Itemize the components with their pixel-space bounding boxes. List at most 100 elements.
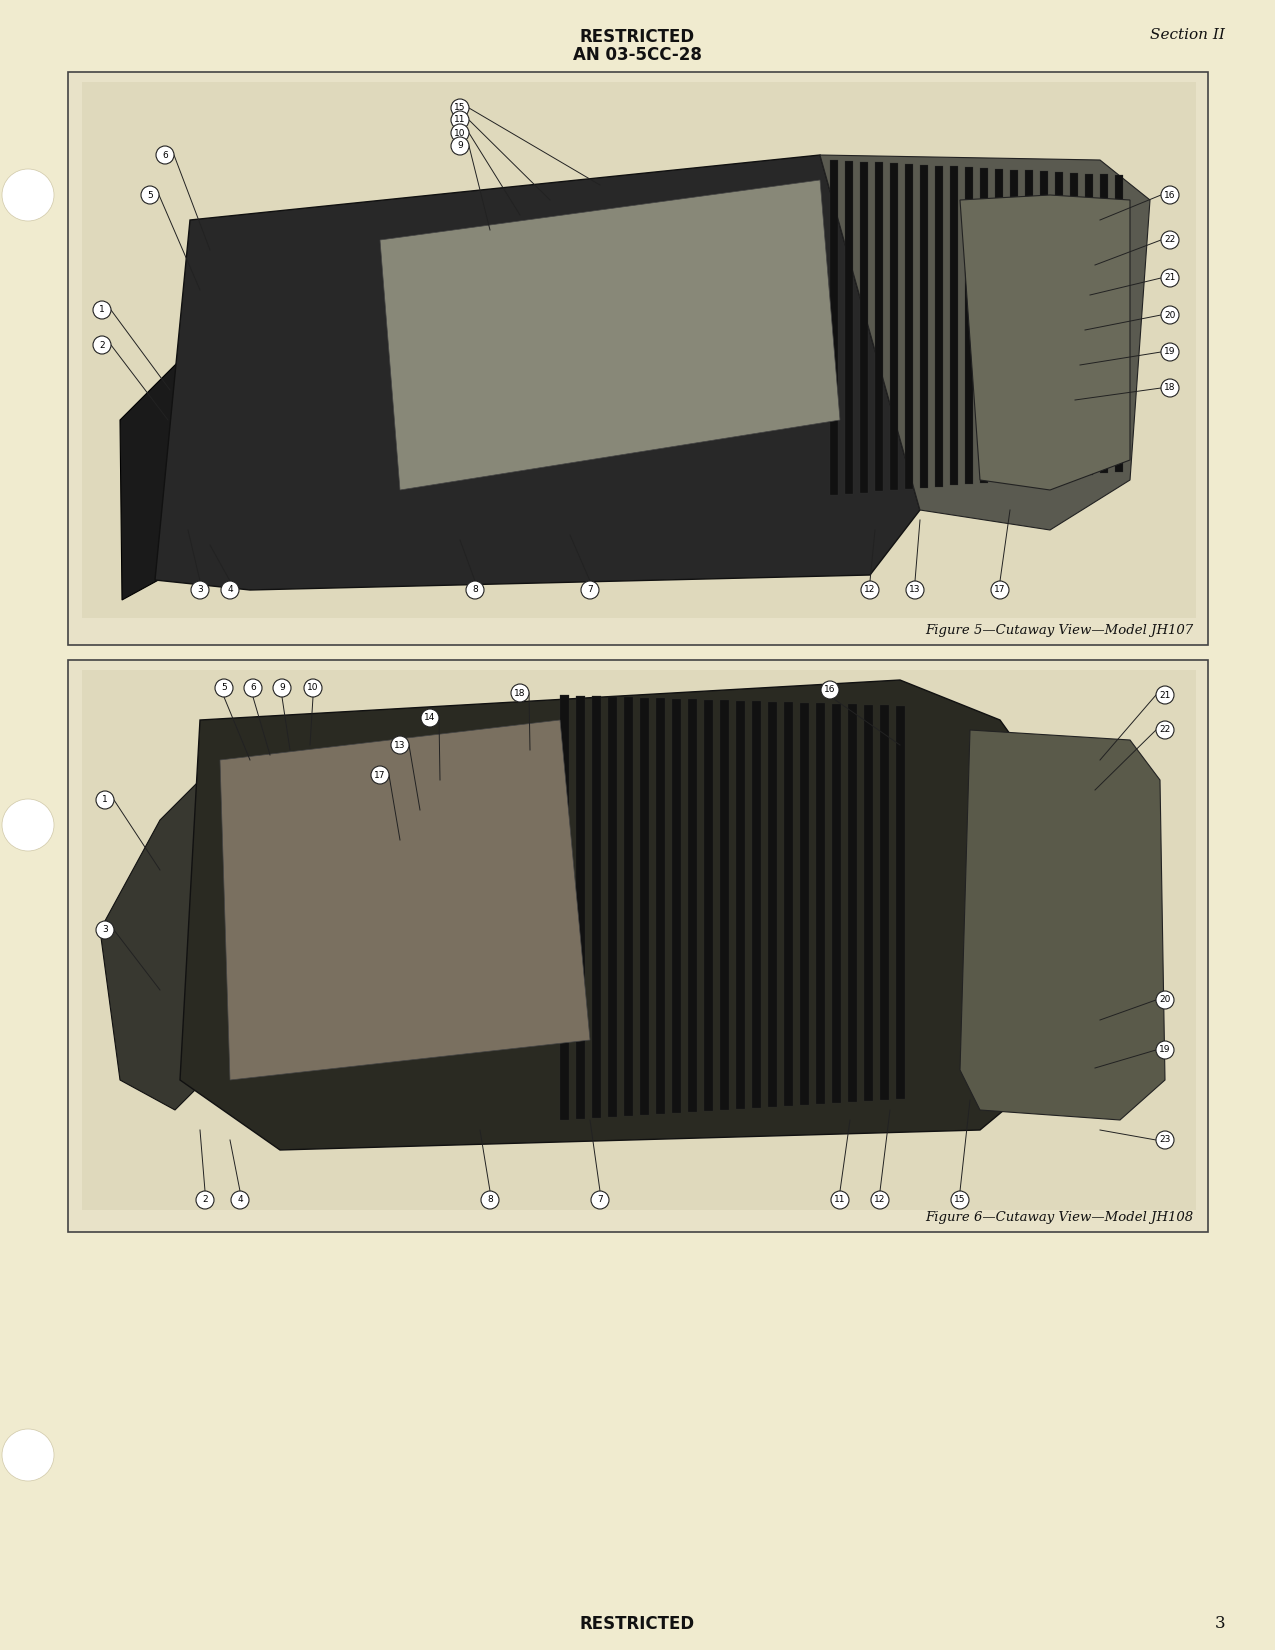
Circle shape	[1162, 231, 1179, 249]
Text: 12: 12	[875, 1196, 886, 1204]
Bar	[965, 167, 973, 483]
Polygon shape	[960, 729, 1165, 1120]
Text: 3: 3	[1214, 1615, 1225, 1632]
Text: 1: 1	[102, 795, 108, 805]
Bar	[704, 700, 713, 1110]
Text: 23: 23	[1159, 1135, 1170, 1145]
Circle shape	[96, 790, 113, 808]
Bar	[890, 163, 898, 490]
Circle shape	[231, 1191, 249, 1209]
Bar	[864, 705, 873, 1101]
Circle shape	[451, 137, 469, 155]
Circle shape	[465, 581, 484, 599]
Circle shape	[156, 145, 173, 163]
Text: 20: 20	[1164, 310, 1176, 320]
Bar	[816, 703, 825, 1104]
Bar	[1100, 175, 1108, 474]
Text: 5: 5	[221, 683, 227, 693]
Text: 16: 16	[1164, 190, 1176, 200]
Circle shape	[3, 1429, 54, 1482]
Text: AN 03-5CC-28: AN 03-5CC-28	[572, 46, 703, 64]
Text: 12: 12	[864, 586, 876, 594]
Text: 11: 11	[834, 1196, 845, 1204]
Bar	[784, 701, 793, 1106]
Text: 20: 20	[1159, 995, 1170, 1005]
Circle shape	[1162, 305, 1179, 323]
Bar	[921, 165, 928, 488]
Circle shape	[142, 186, 159, 205]
Bar	[82, 670, 1196, 1209]
Bar	[688, 700, 697, 1112]
Circle shape	[1162, 380, 1179, 398]
Bar	[68, 660, 1207, 1233]
Text: 18: 18	[514, 688, 525, 698]
Polygon shape	[99, 780, 221, 1110]
Circle shape	[273, 680, 291, 696]
Text: 5: 5	[147, 190, 153, 200]
Circle shape	[511, 685, 529, 701]
Bar	[560, 695, 569, 1120]
Bar	[768, 701, 776, 1107]
Circle shape	[991, 581, 1009, 599]
Circle shape	[1156, 1130, 1174, 1148]
Text: 18: 18	[1164, 383, 1176, 393]
Text: 21: 21	[1159, 690, 1170, 700]
Circle shape	[191, 581, 209, 599]
Circle shape	[951, 1191, 969, 1209]
Circle shape	[451, 111, 469, 129]
Text: Figure 6—Cutaway View—Model JH108: Figure 6—Cutaway View—Model JH108	[924, 1211, 1193, 1224]
Text: 17: 17	[994, 586, 1006, 594]
Text: 11: 11	[454, 116, 465, 124]
Bar	[980, 168, 988, 483]
Text: 19: 19	[1159, 1046, 1170, 1054]
Circle shape	[1156, 1041, 1174, 1059]
Circle shape	[861, 581, 878, 599]
Bar	[861, 162, 868, 493]
Bar	[896, 706, 905, 1099]
Circle shape	[871, 1191, 889, 1209]
Text: 22: 22	[1164, 236, 1176, 244]
Polygon shape	[180, 680, 1051, 1150]
Text: Figure 5—Cutaway View—Model JH107: Figure 5—Cutaway View—Model JH107	[924, 624, 1193, 637]
Bar	[68, 73, 1207, 645]
Text: 6: 6	[250, 683, 256, 693]
Bar	[880, 705, 889, 1101]
Bar	[905, 163, 913, 488]
Circle shape	[196, 1191, 214, 1209]
Bar	[672, 698, 681, 1114]
Polygon shape	[221, 719, 590, 1081]
Text: 3: 3	[102, 926, 108, 934]
Circle shape	[93, 337, 111, 355]
Circle shape	[421, 710, 439, 728]
Circle shape	[3, 168, 54, 221]
Text: 22: 22	[1159, 726, 1170, 734]
Text: 2: 2	[99, 340, 105, 350]
Circle shape	[3, 799, 54, 851]
Text: 10: 10	[307, 683, 319, 693]
Bar	[875, 162, 884, 492]
Bar	[608, 696, 617, 1117]
Text: 1: 1	[99, 305, 105, 315]
Text: 10: 10	[454, 129, 465, 137]
Circle shape	[391, 736, 409, 754]
Polygon shape	[156, 155, 921, 591]
Bar	[799, 703, 810, 1106]
Circle shape	[592, 1191, 609, 1209]
Bar	[1070, 173, 1077, 475]
Text: 7: 7	[597, 1196, 603, 1204]
Text: Section II: Section II	[1150, 28, 1225, 41]
Bar	[1010, 170, 1017, 480]
Circle shape	[581, 581, 599, 599]
Bar	[1040, 172, 1048, 478]
Text: 7: 7	[586, 586, 593, 594]
Circle shape	[303, 680, 323, 696]
Bar	[1054, 172, 1063, 477]
Bar	[657, 698, 666, 1114]
Bar	[950, 167, 958, 485]
Bar	[1085, 173, 1093, 475]
Circle shape	[481, 1191, 499, 1209]
Circle shape	[1156, 992, 1174, 1010]
Bar	[640, 698, 649, 1115]
Text: 14: 14	[425, 713, 436, 723]
Polygon shape	[120, 350, 195, 601]
